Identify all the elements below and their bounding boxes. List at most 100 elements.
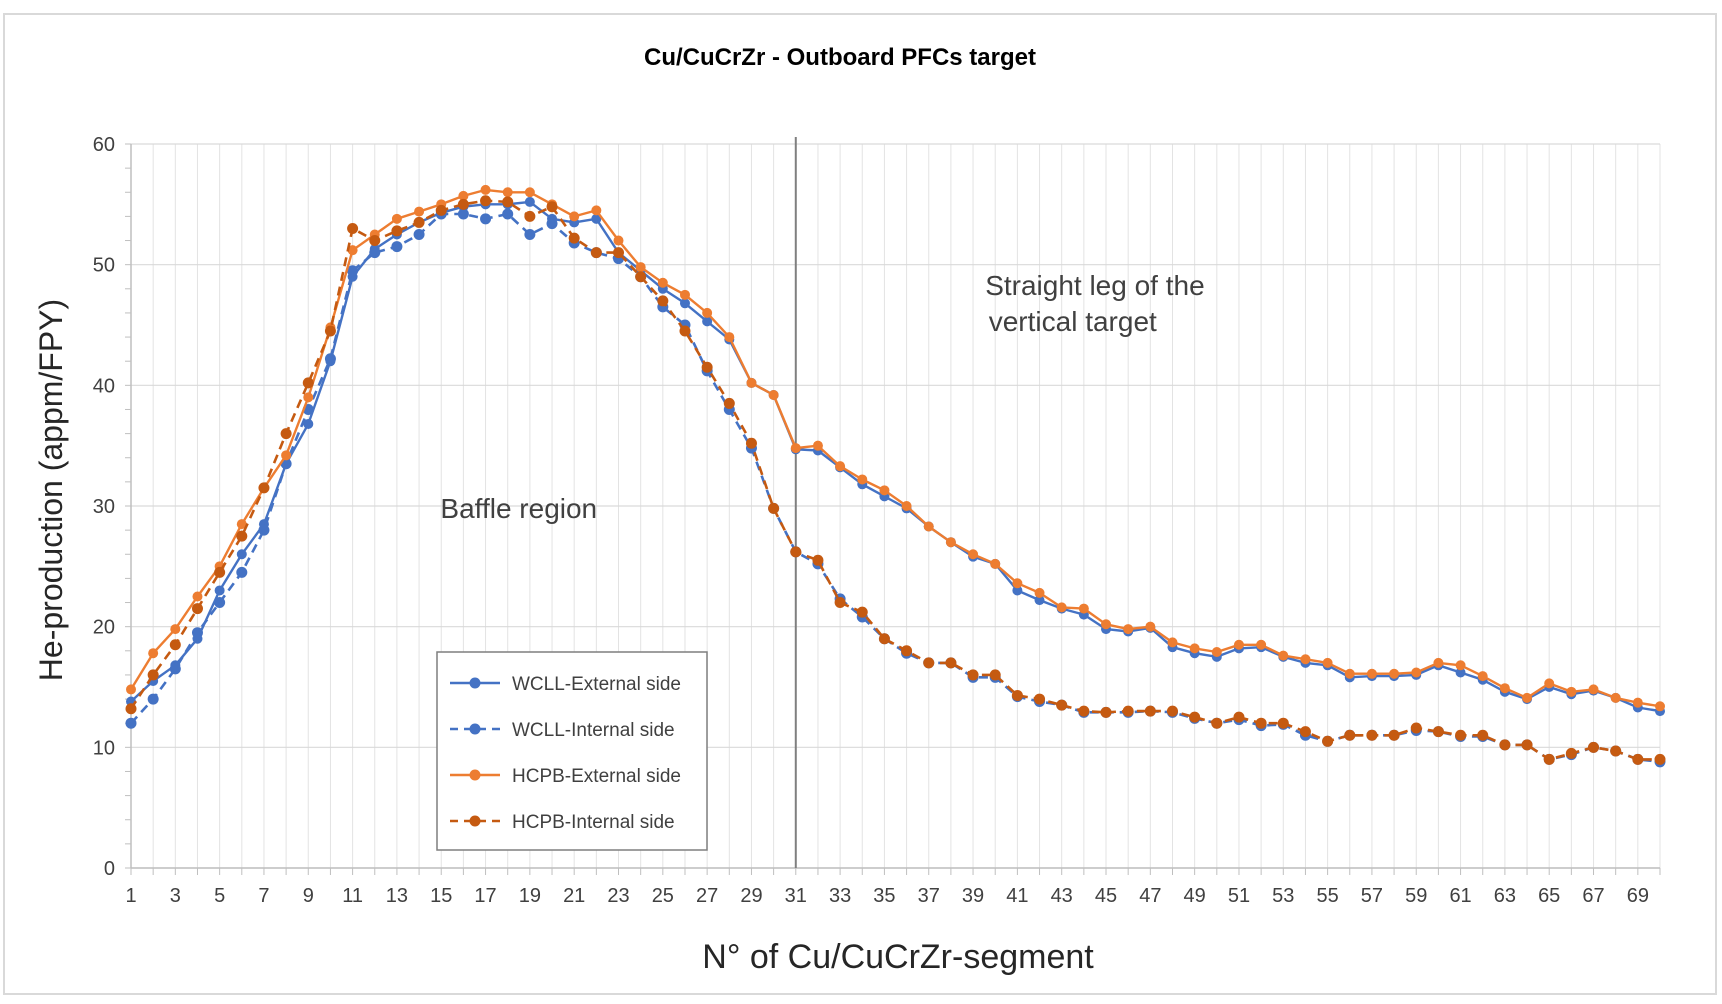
legend-item: HCPB-External side (450, 766, 681, 787)
data-point (945, 537, 956, 548)
data-point (169, 663, 181, 675)
data-point (192, 591, 203, 602)
data-point (435, 204, 447, 216)
x-tick-label: 41 (1006, 885, 1028, 907)
x-tick-label: 57 (1361, 885, 1383, 907)
data-point (1056, 602, 1067, 613)
data-point (214, 597, 226, 609)
data-point (1322, 657, 1333, 668)
data-point (1543, 753, 1555, 765)
data-point (1012, 578, 1023, 589)
data-point (524, 229, 536, 240)
legend-label: HCPB-External side (512, 766, 681, 787)
x-tick-label: 25 (652, 885, 674, 907)
y-tick-label: 30 (93, 496, 115, 518)
data-point (945, 657, 957, 669)
data-point (502, 196, 514, 208)
x-tick-label: 69 (1627, 885, 1649, 907)
data-point (1078, 705, 1090, 717)
data-point (1366, 668, 1377, 679)
x-tick-label: 55 (1316, 885, 1338, 907)
data-point (1432, 726, 1444, 738)
data-point (1233, 711, 1245, 723)
data-point (280, 428, 292, 440)
legend-label: WCLL-External side (512, 674, 681, 695)
x-tick-label: 37 (918, 885, 940, 907)
data-point (1499, 739, 1511, 751)
legend-item: WCLL-External side (450, 674, 681, 695)
data-point (1144, 705, 1156, 717)
data-point (414, 206, 425, 217)
data-point (369, 235, 381, 247)
series-hcpb-internal-side (125, 195, 1666, 765)
data-point (1389, 668, 1400, 679)
data-point (679, 298, 690, 309)
data-point (1012, 585, 1023, 596)
data-point (1145, 621, 1156, 632)
data-point (635, 271, 647, 283)
x-tick-label: 5 (214, 885, 225, 907)
x-tick-label: 65 (1538, 885, 1560, 907)
data-point (1255, 717, 1267, 729)
data-point (746, 377, 757, 388)
x-tick-label: 13 (386, 885, 408, 907)
series-hcpb-external-side (126, 184, 1665, 712)
x-tick-label: 7 (258, 885, 269, 907)
data-point (1610, 745, 1622, 757)
data-point (1521, 739, 1533, 751)
data-point (857, 474, 868, 485)
data-point (1655, 701, 1665, 712)
data-point (1654, 753, 1666, 765)
x-tick-label: 29 (740, 885, 762, 907)
data-point (1233, 639, 1244, 650)
x-tick-label: 21 (563, 885, 585, 907)
data-point (1123, 624, 1134, 635)
legend-items: WCLL-External side WCLL-Internal side HCPB… (450, 674, 681, 833)
chart-title: Cu/CuCrZr - Outboard PFCs target (644, 44, 1036, 71)
legend-item: WCLL-Internal side (450, 720, 675, 741)
data-point (1455, 660, 1466, 671)
data-point (236, 519, 247, 530)
data-point (568, 232, 580, 244)
x-tick-label: 19 (519, 885, 541, 907)
data-point (191, 603, 203, 615)
data-point (1122, 705, 1134, 717)
data-point (856, 606, 868, 618)
data-point (923, 657, 935, 669)
data-point (968, 549, 979, 560)
data-point (324, 325, 336, 337)
legend-box (436, 651, 708, 851)
data-point (214, 585, 225, 596)
data-point (613, 247, 625, 259)
data-point (147, 693, 159, 705)
data-point (281, 450, 292, 461)
data-point (1100, 706, 1112, 718)
data-point (1632, 753, 1644, 765)
x-tick-label: 27 (696, 885, 718, 907)
legend-label: HCPB-Internal side (512, 812, 675, 833)
data-point (457, 198, 469, 210)
data-point (236, 530, 248, 542)
data-point (302, 377, 314, 389)
data-point (1078, 603, 1089, 614)
series-line (129, 199, 1660, 761)
data-point (391, 241, 403, 253)
data-point (480, 213, 492, 225)
data-point (1610, 692, 1621, 703)
data-point (1632, 697, 1643, 708)
x-tick-label: 3 (170, 885, 181, 907)
data-point (657, 295, 669, 307)
data-point (591, 205, 602, 216)
data-point (347, 222, 359, 234)
data-point (1101, 619, 1112, 630)
data-point (524, 196, 535, 207)
data-point (613, 235, 624, 246)
data-point (768, 502, 780, 514)
y-tick-label: 40 (93, 375, 115, 397)
legend-marker (469, 723, 481, 735)
x-tick-label: 17 (474, 885, 496, 907)
series-line (130, 200, 1661, 713)
data-point (347, 265, 359, 277)
